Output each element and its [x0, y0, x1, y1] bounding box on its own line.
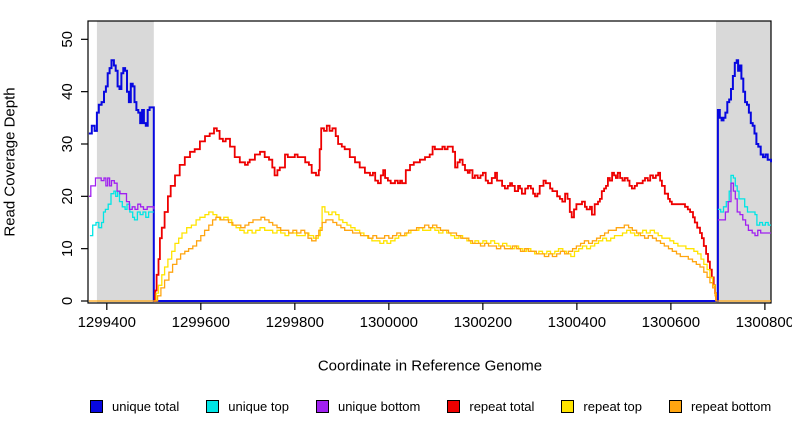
series-line-repeat-total	[153, 124, 717, 302]
x-tick-label: 1300000	[360, 314, 418, 331]
x-tick-label: 1300600	[642, 314, 700, 331]
y-tick-label: 50	[59, 31, 76, 48]
x-tick-label: 1299800	[266, 314, 324, 331]
legend-label-repeat-total: repeat total	[469, 399, 535, 414]
x-tick-label: 1299400	[78, 314, 136, 331]
x-tick-label: 1300800	[736, 314, 792, 331]
shaded-region	[96, 21, 154, 303]
series-line-repeat-top	[153, 206, 717, 302]
legend-item-unique-bottom: unique bottom	[315, 399, 421, 414]
legend-swatch-unique-top	[206, 400, 220, 413]
y-tick-label: 30	[59, 136, 76, 153]
legend-swatch-unique-total	[90, 400, 103, 413]
series-line-unique-top	[717, 174, 771, 226]
y-tick-label: 40	[59, 83, 76, 100]
legend-item-unique-total: unique total	[90, 399, 179, 414]
x-axis-title: Coordinate in Reference Genome	[317, 357, 543, 375]
legend-label-unique-top: unique top	[228, 399, 289, 414]
series-line-repeat-bottom	[88, 216, 771, 302]
legend-label-unique-bottom: unique bottom	[337, 399, 421, 414]
x-tick-label: 1299600	[172, 314, 230, 331]
legend-label-repeat-top: repeat top	[583, 399, 642, 414]
y-tick-label: 10	[59, 240, 76, 257]
legend-swatch-unique-bottom	[315, 400, 329, 413]
legend-label-repeat-bottom: repeat bottom	[690, 399, 772, 414]
legend-item-repeat-bottom: repeat bottom	[668, 399, 772, 414]
series-line-unique-bottom	[717, 182, 771, 237]
shaded-region	[716, 21, 771, 303]
legend-label-unique-total: unique total	[112, 399, 180, 414]
y-tick-label: 20	[59, 188, 76, 205]
legend-item-repeat-top: repeat top	[561, 399, 642, 414]
plot-box	[87, 20, 772, 304]
y-axis-title: Read Coverage Depth	[1, 87, 19, 237]
legend-swatch-repeat-bottom	[668, 400, 682, 413]
series-line-unique-bottom	[88, 177, 155, 211]
series-line-unique-top	[89, 190, 154, 237]
legend: unique total unique top unique bottom repea…	[90, 399, 771, 414]
legend-item-unique-top: unique top	[206, 399, 289, 414]
y-tick-label: 0	[59, 297, 76, 305]
legend-swatch-repeat-total	[447, 400, 461, 413]
legend-swatch-repeat-top	[561, 400, 575, 413]
x-tick-label: 1300400	[548, 314, 606, 331]
x-tick-label: 1300200	[454, 314, 512, 331]
legend-item-repeat-total: repeat total	[447, 399, 534, 414]
series-line-unique-total	[88, 59, 772, 302]
